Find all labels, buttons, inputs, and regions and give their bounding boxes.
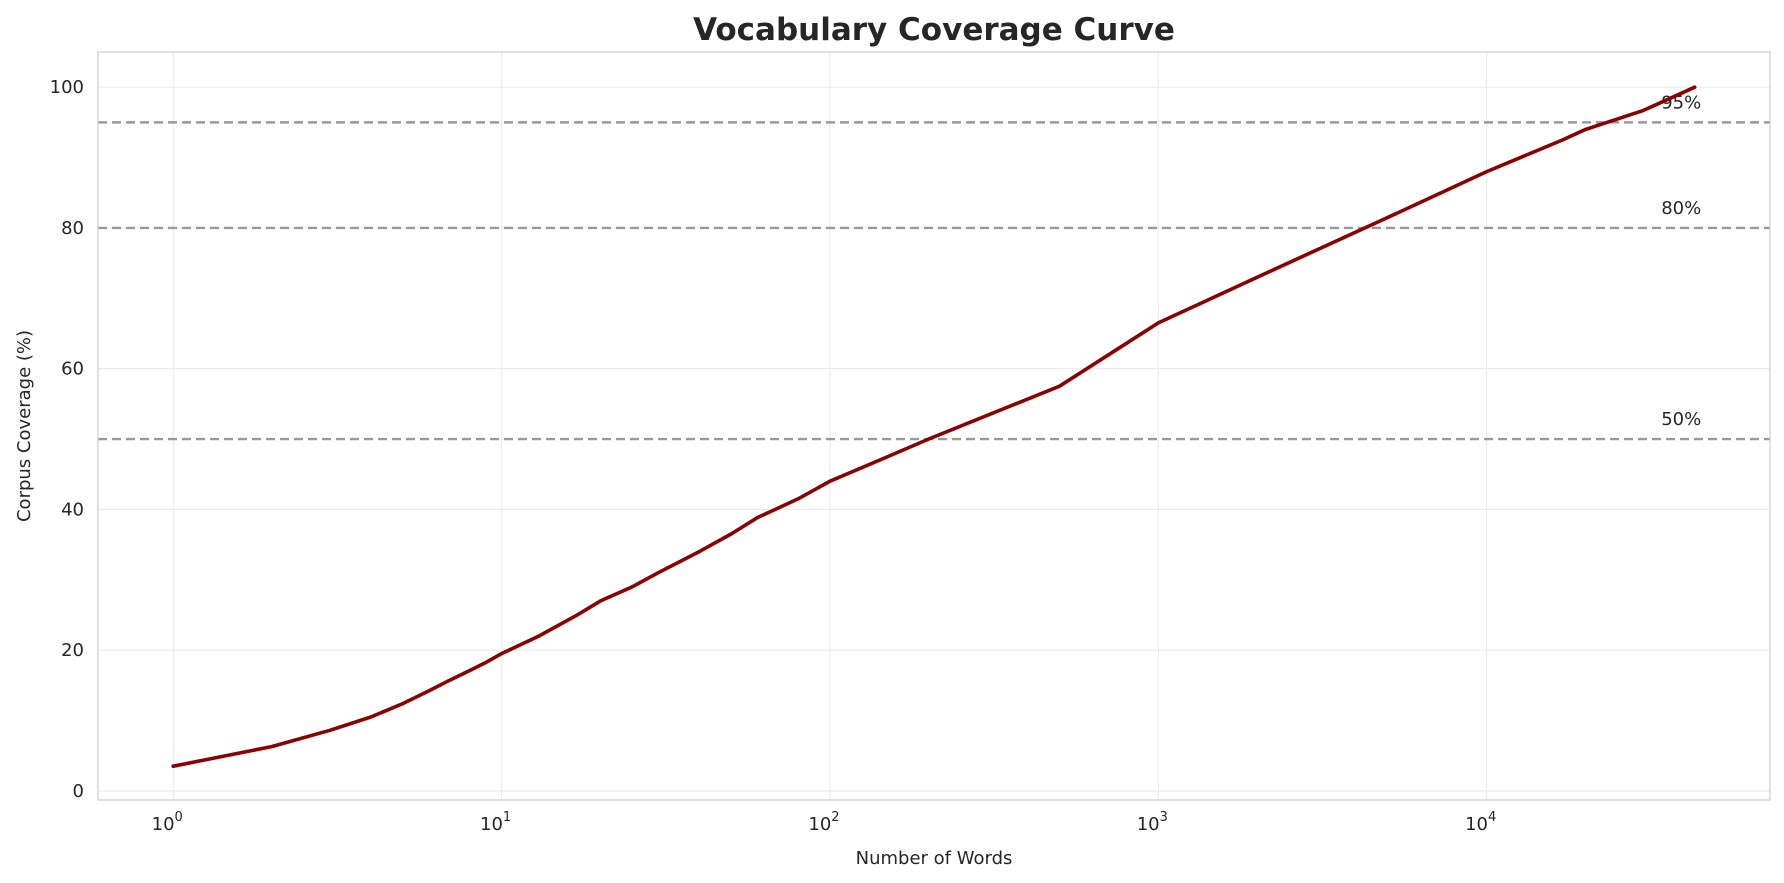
y-tick-label: 20	[61, 640, 84, 661]
reference-label-95: 95%	[1661, 92, 1701, 113]
y-axis-ticks: 0 20 40 60 80 100	[50, 77, 84, 802]
y-tick-label: 100	[50, 77, 84, 98]
reference-label-80: 80%	[1661, 198, 1701, 219]
grid	[98, 52, 1770, 800]
chart-title: Vocabulary Coverage Curve	[693, 12, 1175, 48]
coverage-curve	[171, 85, 1697, 768]
y-axis-label: Corpus Coverage (%)	[14, 330, 35, 522]
y-tick-label: 40	[61, 499, 84, 520]
x-tick-label: 104	[1465, 810, 1496, 835]
y-tick-label: 60	[61, 359, 84, 380]
x-axis-ticks: 100 101 102 103 104	[152, 810, 1497, 835]
x-tick-label: 101	[480, 810, 511, 835]
reference-label-50: 50%	[1661, 409, 1701, 430]
x-tick-label: 102	[808, 810, 839, 835]
series-layer	[171, 85, 1697, 768]
x-tick-label: 103	[1137, 810, 1168, 835]
y-tick-label: 80	[61, 218, 84, 239]
x-axis-label: Number of Words	[856, 848, 1013, 869]
plot-frame	[97, 51, 1771, 801]
y-tick-label: 0	[73, 781, 84, 802]
x-tick-label: 100	[152, 810, 183, 835]
reference-lines: 95% 80% 50%	[98, 92, 1770, 441]
